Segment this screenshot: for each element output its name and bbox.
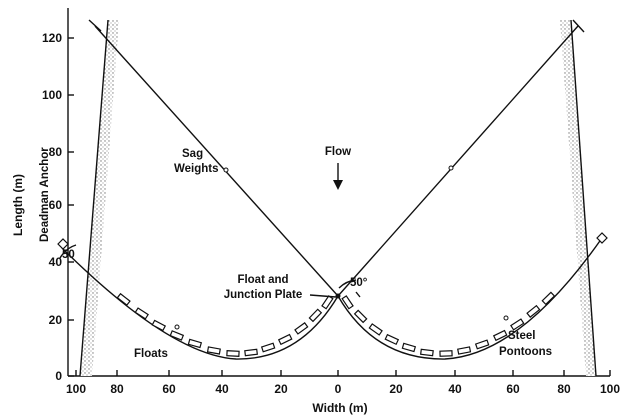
svg-text:80: 80 [110,382,124,396]
x-tick-20-left: 20 [274,370,288,396]
sag-weights-label-line1: Sag [182,148,203,160]
svg-text:60: 60 [49,198,63,212]
angle-center-label: 50° [350,277,368,289]
svg-text:0: 0 [335,382,342,396]
svg-text:100: 100 [42,88,62,102]
svg-text:40: 40 [215,382,229,396]
right-bank [560,19,597,377]
svg-text:80: 80 [49,145,63,159]
left-bank [79,19,119,377]
right-boom-curve [337,237,603,360]
x-axis: 100 80 60 40 20 0 20 40 [66,370,620,415]
y-tick-120: 120 [42,31,74,45]
right-end-marker [596,232,608,244]
x-tick-60-left: 60 [162,370,176,396]
svg-text:20: 20 [274,382,288,396]
left-end-marker [57,238,69,250]
float-markers [174,315,509,330]
flow-arrow [333,163,343,190]
x-tick-20-right: 20 [389,370,403,396]
x-tick-60-right: 60 [506,370,520,396]
float-segments-right [341,291,556,357]
sag-weight-right [448,165,454,171]
y-tick-0: 0 [55,369,74,383]
x-tick-80-right: 80 [557,370,571,396]
svg-text:20: 20 [49,313,63,327]
y-tick-80: 80 [49,145,74,159]
x-axis-label: Width (m) [312,401,367,415]
anchor-lines [88,19,585,297]
svg-text:40: 40 [49,255,63,269]
float-junction-label-line2: Junction Plate [224,289,303,301]
junction-plate [335,293,341,299]
y-tick-40: 40 [49,255,74,269]
svg-text:0: 0 [55,369,62,383]
y-tick-20: 20 [49,313,74,327]
x-tick-40-left: 40 [215,370,229,396]
left-anchor-line [94,25,339,297]
svg-text:80: 80 [557,382,571,396]
svg-text:120: 120 [42,31,62,45]
steel-pontoons-label-line2: Pontoons [499,346,552,358]
svg-text:100: 100 [66,382,86,396]
plot-frame [67,8,610,377]
svg-text:20: 20 [389,382,403,396]
y-axis: 0 20 40 60 80 100 120 Length (m) [11,31,74,383]
x-tick-40-right: 40 [448,370,462,396]
junction-leader [309,294,337,298]
sag-weight-left [223,167,229,173]
right-anchor-tbar [572,19,585,33]
y-tick-60: 60 [49,198,74,212]
svg-text:60: 60 [506,382,520,396]
deadman-anchor-label: Deadman Anchor [39,147,51,242]
y-tick-100: 100 [42,88,74,102]
flow-label: Flow [325,146,351,158]
x-tick-100-right: 100 [600,370,620,396]
float-segments-left [116,292,334,357]
steel-pontoons-label-line1: Steel [508,330,536,342]
sag-weights-label-line2: Weights [174,163,219,175]
x-tick-100-left: 100 [66,370,86,396]
svg-text:40: 40 [448,382,462,396]
x-tick-0: 0 [335,370,342,396]
angle-left-label: 50 [62,249,75,261]
x-tick-80-left: 80 [110,370,124,396]
y-axis-label: Length (m) [11,174,25,236]
float-junction-label-line1: Float and [237,274,288,286]
left-anchor-tbar [88,19,102,32]
floats-label: Floats [134,348,168,360]
svg-text:60: 60 [162,382,176,396]
right-anchor-line [337,25,579,297]
angle-arcs [59,244,361,298]
svg-text:100: 100 [600,382,620,396]
